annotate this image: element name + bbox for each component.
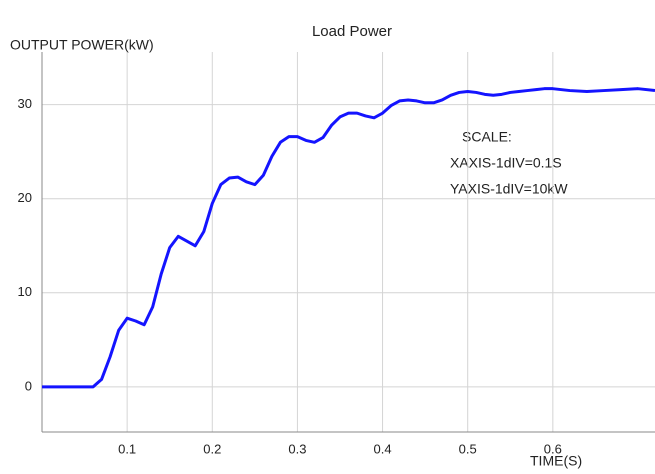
- x-tick-label: 0.5: [459, 441, 477, 456]
- annotation: YAXIS-1dIV=10kW: [450, 181, 568, 197]
- x-tick-label: 0.6: [544, 441, 562, 456]
- chart-title: Load Power: [312, 23, 392, 40]
- y-axis-label: OUTPUT POWER(kW): [10, 37, 154, 53]
- y-tick-label: 0: [25, 378, 32, 393]
- line: [42, 87, 655, 389]
- x-tick-label: 0.2: [203, 441, 221, 456]
- x-axis-label: TIME(S): [530, 453, 582, 469]
- y-tick-label: 30: [18, 96, 32, 111]
- annotation: SCALE:: [462, 129, 512, 145]
- y-tick-label: 20: [18, 190, 32, 205]
- annotation: XAXIS-1dIV=0.1S: [450, 155, 562, 171]
- x-tick-label: 0.3: [288, 441, 306, 456]
- y-tick-label: 10: [18, 284, 32, 299]
- x-tick-label: 0.4: [374, 441, 392, 456]
- x-tick-label: 0.1: [118, 441, 136, 456]
